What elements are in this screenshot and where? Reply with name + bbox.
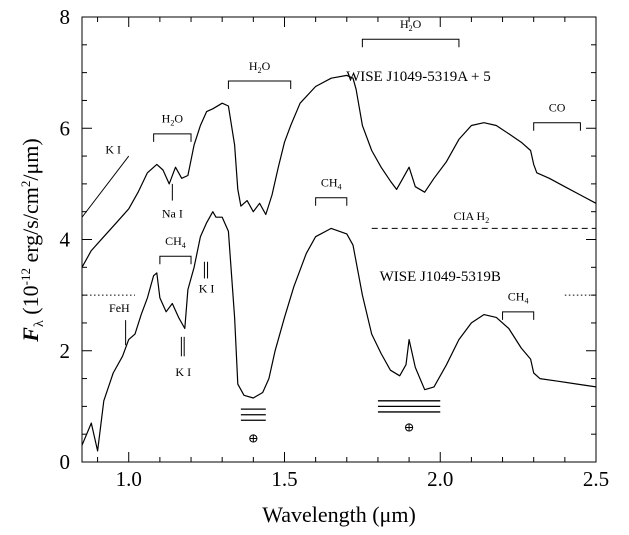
feature-bracket [502, 311, 535, 320]
feature-slant-line [81, 155, 130, 218]
x-axis-title: Wavelength (μm) [262, 502, 416, 527]
feature-label: K I [175, 365, 191, 379]
plot-frame [81, 16, 597, 463]
y-tick-label: 6 [60, 116, 71, 140]
feature-label: CO [549, 101, 566, 115]
series-line-1 [81, 211, 597, 452]
y-tick-label: 4 [60, 228, 71, 252]
annotations: H2O H2O H2O CO CH4 CH4 CH4 Na I K I K I FeH K I CIA … [81, 17, 596, 446]
feature-label: CH4 [508, 290, 529, 306]
feature-bracket [315, 197, 348, 206]
object-label: WISE J1049-5319B [380, 269, 501, 285]
axis-tick-labels: 1.0 1.5 2.0 2.5 0 2 4 6 8 [60, 5, 610, 491]
feature-bracket [159, 255, 192, 265]
x-tick-label: 2.5 [583, 467, 609, 491]
series-group [81, 74, 597, 452]
feature-label: H2O [162, 112, 184, 128]
x-tick-label: 1.0 [116, 467, 142, 491]
object-labels: WISE J1049-5319A + 5 WISE J1049-5319B [346, 69, 501, 285]
series-line-0 [81, 74, 597, 268]
x-tick-label: 1.5 [271, 467, 297, 491]
feature-label: K I [105, 142, 121, 156]
x-tick-label: 2.0 [427, 467, 453, 491]
earth-symbol-icon: ⊕ [404, 419, 415, 434]
feature-label: CIA H2 [454, 209, 490, 225]
feature-label: FeH [109, 301, 130, 315]
feature-bracket [361, 38, 460, 48]
object-label: WISE J1049-5319A + 5 [346, 69, 491, 85]
feature-bracket [533, 122, 581, 131]
y-tick-label: 8 [60, 5, 71, 29]
feature-label: H2O [400, 17, 422, 33]
feature-label: CH4 [321, 176, 342, 192]
axis-ticks [82, 16, 597, 463]
feature-bracket [227, 80, 292, 89]
y-tick-label: 2 [60, 339, 71, 363]
feature-label: H2O [249, 59, 271, 75]
earth-symbol-icon: ⊕ [248, 431, 259, 446]
feature-label: Na I [162, 206, 183, 220]
y-axis-title: Fλ (10-12 erg/s/cm2/μm) [18, 138, 47, 342]
y-tick-label: 0 [60, 450, 71, 474]
feature-bracket [153, 133, 192, 142]
feature-label: CH4 [165, 234, 186, 250]
feature-label: K I [199, 281, 215, 295]
